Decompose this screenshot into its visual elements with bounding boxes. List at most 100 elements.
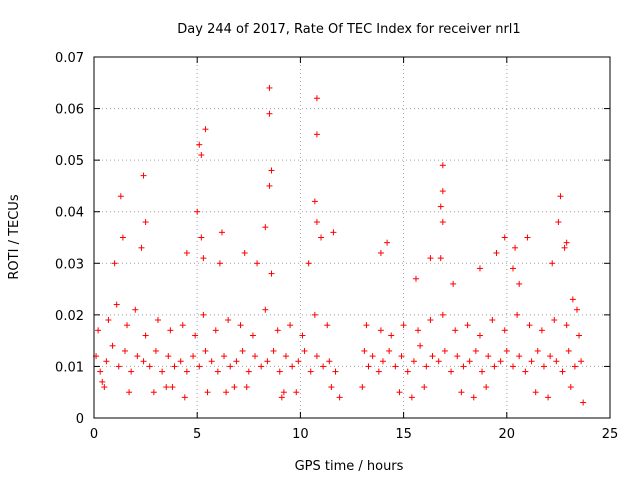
data-point — [361, 347, 368, 354]
data-point — [565, 347, 572, 354]
data-point — [231, 384, 238, 391]
data-point — [262, 224, 269, 231]
x-tick-label: 15 — [395, 427, 412, 442]
data-point — [429, 353, 436, 360]
data-point — [483, 384, 490, 391]
x-tick-label: 5 — [193, 427, 201, 442]
data-point — [369, 353, 376, 360]
data-point — [278, 394, 285, 401]
data-point — [202, 126, 209, 133]
data-point — [245, 368, 252, 375]
data-point — [545, 394, 552, 401]
y-tick-label: 0.06 — [55, 103, 84, 118]
x-tick-label: 0 — [90, 427, 98, 442]
data-point — [417, 342, 424, 349]
data-point — [202, 347, 209, 354]
plot-frame — [93, 56, 611, 419]
y-tick-label: 0.02 — [55, 309, 84, 324]
data-point — [532, 389, 539, 396]
data-point — [313, 219, 320, 226]
data-point — [305, 260, 312, 267]
data-point — [578, 358, 585, 365]
data-point — [216, 260, 223, 267]
data-point — [109, 342, 116, 349]
data-point — [388, 332, 395, 339]
data-point — [328, 384, 335, 391]
data-point — [375, 368, 382, 375]
data-point — [270, 347, 277, 354]
data-point — [363, 322, 370, 329]
x-axis-label: GPS time / hours — [295, 459, 404, 474]
data-point — [534, 347, 541, 354]
data-point — [266, 182, 273, 189]
data-point — [126, 389, 133, 396]
data-point — [190, 353, 197, 360]
data-point — [198, 151, 205, 158]
data-point — [200, 311, 207, 318]
data-point — [330, 229, 337, 236]
data-point — [167, 327, 174, 334]
data-point — [512, 244, 519, 251]
y-tick-label: 0.04 — [55, 206, 84, 221]
data-point — [326, 358, 333, 365]
data-point — [95, 327, 102, 334]
data-point — [295, 358, 302, 365]
data-point — [476, 332, 483, 339]
data-point — [435, 358, 442, 365]
data-point — [549, 260, 556, 267]
data-point — [192, 332, 199, 339]
data-point — [379, 358, 386, 365]
data-point — [117, 193, 124, 200]
chart-title: Day 244 of 2017, Rate Of TEC Index for r… — [177, 22, 520, 37]
data-point — [113, 301, 120, 308]
data-point — [396, 389, 403, 396]
x-tick-label: 25 — [602, 427, 619, 442]
data-point — [464, 322, 471, 329]
data-point — [497, 358, 504, 365]
data-point — [569, 296, 576, 303]
y-tick-label: 0.03 — [55, 257, 84, 272]
data-point — [458, 389, 465, 396]
data-point — [437, 203, 444, 210]
data-point — [454, 353, 461, 360]
data-point — [524, 234, 531, 241]
data-point — [142, 332, 149, 339]
data-point — [553, 358, 560, 365]
data-point — [509, 265, 516, 272]
data-point — [198, 234, 205, 241]
axis-ticks: 0 5 10 15 20 25 0 0.01 0.02 0.03 0.04 0.05 0.06 0.07 — [55, 51, 618, 442]
data-point — [318, 234, 325, 241]
data-point — [410, 358, 417, 365]
data-point — [212, 327, 219, 334]
data-point — [200, 255, 207, 262]
data-point — [448, 368, 455, 375]
data-point — [561, 244, 568, 251]
data-point — [311, 198, 318, 205]
data-point — [489, 317, 496, 324]
data-point — [208, 358, 215, 365]
data-point — [221, 353, 228, 360]
data-point — [101, 384, 108, 391]
data-point — [557, 193, 564, 200]
data-point — [516, 280, 523, 287]
data-point — [559, 368, 566, 375]
data-point — [262, 306, 269, 313]
data-point — [404, 368, 411, 375]
data-point — [299, 332, 306, 339]
data-point — [427, 317, 434, 324]
data-point — [547, 353, 554, 360]
data-point — [509, 363, 516, 370]
data-point — [460, 363, 467, 370]
data-point — [415, 327, 422, 334]
data-point — [313, 131, 320, 138]
data-point — [470, 394, 477, 401]
data-point — [194, 208, 201, 215]
data-point — [159, 368, 166, 375]
data-point — [392, 363, 399, 370]
data-point — [386, 347, 393, 354]
data-point — [289, 363, 296, 370]
data-point — [111, 260, 118, 267]
data-point — [121, 347, 128, 354]
data-point — [408, 394, 415, 401]
data-point — [452, 327, 459, 334]
